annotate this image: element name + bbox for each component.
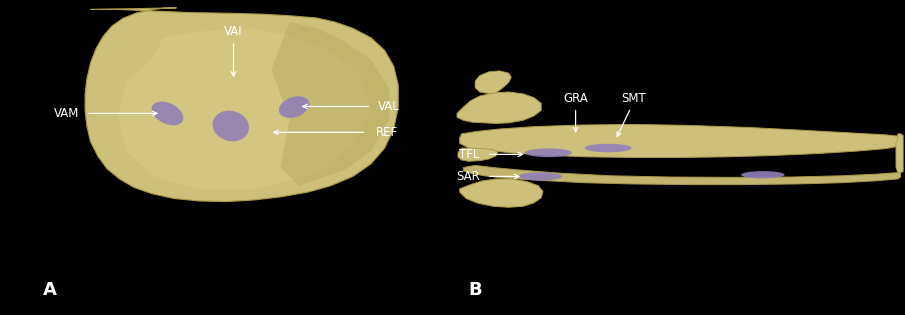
Polygon shape	[85, 8, 398, 202]
Polygon shape	[460, 124, 900, 158]
Text: B: B	[468, 281, 482, 299]
Polygon shape	[272, 22, 389, 186]
Ellipse shape	[741, 171, 785, 179]
Ellipse shape	[585, 144, 632, 152]
Text: GRA: GRA	[563, 92, 588, 105]
Ellipse shape	[151, 101, 184, 125]
Polygon shape	[475, 71, 511, 94]
Polygon shape	[463, 165, 900, 185]
Text: A: A	[43, 281, 57, 299]
Polygon shape	[457, 92, 541, 123]
Polygon shape	[896, 134, 903, 173]
Text: REF: REF	[376, 126, 397, 139]
Text: VAL: VAL	[378, 100, 400, 113]
Text: SMT: SMT	[621, 92, 646, 105]
Polygon shape	[460, 179, 543, 207]
Ellipse shape	[525, 148, 572, 157]
Ellipse shape	[213, 111, 249, 141]
Text: VAM: VAM	[54, 107, 80, 120]
Polygon shape	[458, 148, 498, 161]
Polygon shape	[118, 28, 371, 189]
Ellipse shape	[519, 172, 562, 180]
Ellipse shape	[279, 96, 310, 118]
Text: VAI: VAI	[224, 25, 243, 38]
Text: TFL: TFL	[459, 148, 480, 161]
Text: SAR: SAR	[456, 170, 480, 183]
